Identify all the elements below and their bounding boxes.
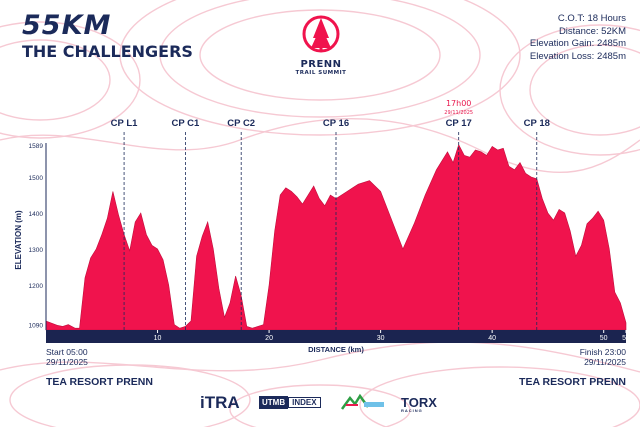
- utmb-index-logo: UTMB INDEX: [259, 396, 321, 409]
- stat-elevation-loss: Elevation Loss: 2485m: [529, 50, 626, 62]
- start-time: Start 05:00: [46, 347, 88, 357]
- finish-date: 29/11/2025: [584, 357, 626, 367]
- y-tick-label: 1589: [29, 143, 44, 150]
- y-tick-label: 1200: [29, 283, 44, 290]
- itra-logo: iTRA: [200, 393, 240, 413]
- race-stats: C.O.T: 18 Hours Distance: 52KM Elevation…: [530, 13, 626, 63]
- checkpoint-label: CP C2: [227, 118, 256, 129]
- stat-elevation-gain: Elevation Gain: 2485m: [529, 38, 626, 49]
- start-date: 29/11/2025: [46, 357, 88, 367]
- utmb-logo-text: UTMB: [259, 396, 289, 409]
- index-logo-text: INDEX: [288, 397, 321, 408]
- partner-logo-icon: [340, 393, 384, 410]
- x-axis-bar: [46, 330, 626, 343]
- x-tick-label: 40: [488, 335, 496, 342]
- x-axis-label: DISTANCE (km): [308, 345, 364, 354]
- distance-title: 55KM: [22, 10, 112, 41]
- y-tick-label: 1300: [29, 247, 44, 254]
- y-tick-label: 1090: [29, 323, 44, 330]
- prenn-logo: PRENN TRAIL SUMMIT: [290, 14, 352, 76]
- checkpoint-label: CP 18: [523, 118, 550, 129]
- stat-cot: C.O.T: 18 Hours: [557, 13, 626, 24]
- torx-logo-text: TORX: [401, 395, 437, 410]
- x-tick-label: 52: [622, 335, 630, 342]
- checkpoint-label: CP C1: [171, 118, 200, 129]
- cutoff-date: 29/11/2025: [444, 110, 474, 116]
- itra-logo-text: iTRA: [200, 393, 240, 412]
- stat-distance: Distance: 52KM: [558, 25, 626, 37]
- tree-logo-icon: [302, 15, 340, 53]
- y-axis-label: ELEVATION (m): [14, 210, 23, 270]
- race-name: THE CHALLENGERS: [22, 42, 193, 61]
- x-tick-label: 50: [600, 335, 608, 342]
- torx-logo: TORX RACING: [401, 395, 437, 413]
- finish-place: TEA RESORT PRENN: [519, 376, 626, 388]
- y-tick-label: 1400: [29, 211, 44, 218]
- logo-name: PRENN: [300, 59, 342, 70]
- start-place: TEA RESORT PRENN: [46, 376, 153, 388]
- y-tick-label: 1500: [29, 175, 44, 182]
- x-tick-label: 10: [154, 335, 162, 342]
- checkpoint-label: CP 17: [445, 118, 472, 129]
- x-tick-label: 30: [377, 335, 385, 342]
- torx-racing-text: RACING: [401, 408, 423, 413]
- logo-tagline: TRAIL SUMMIT: [295, 70, 347, 76]
- checkpoint-label: CP L1: [110, 118, 138, 129]
- cutoff-time: 17h00: [445, 99, 472, 108]
- checkpoint-label: CP 16: [322, 118, 350, 129]
- finish-time: Finish 23:00: [579, 347, 626, 357]
- x-tick-label: 20: [265, 335, 273, 342]
